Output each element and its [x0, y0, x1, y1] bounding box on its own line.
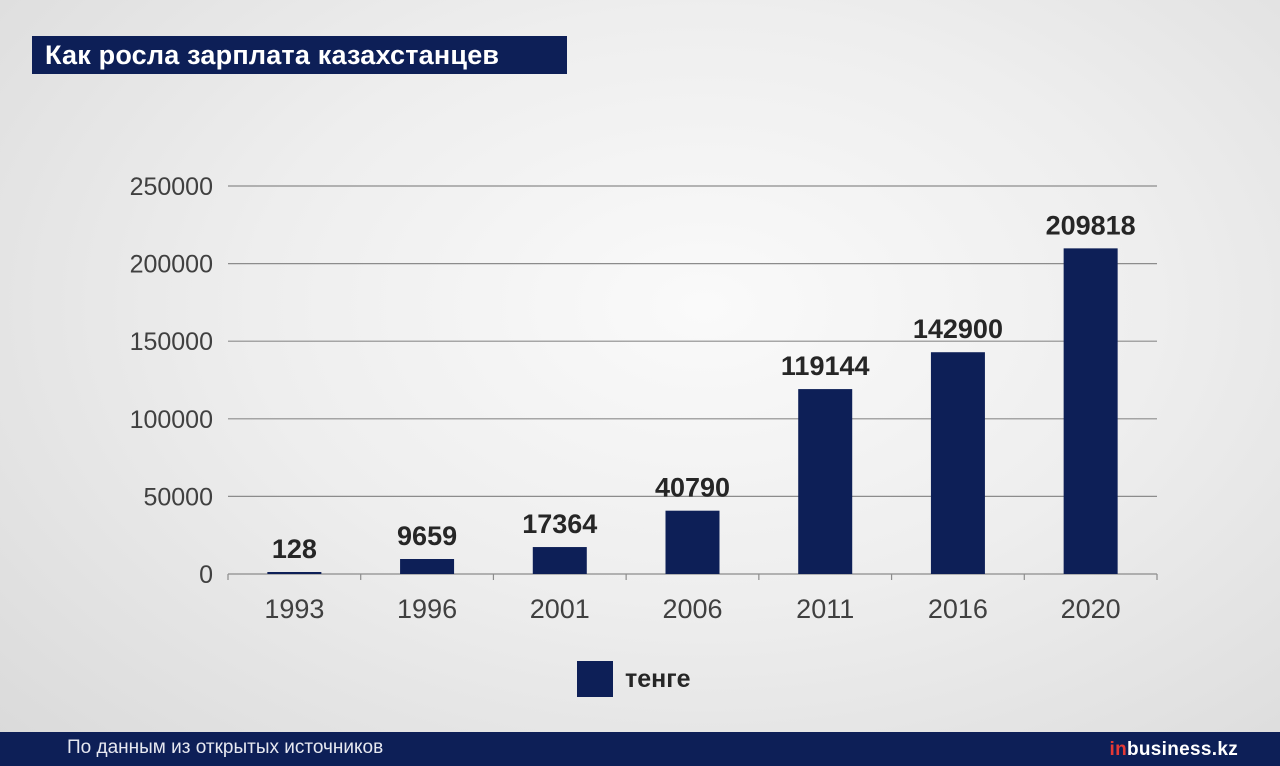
y-tick-label: 200000: [130, 251, 213, 279]
data-label-2016: 142900: [913, 314, 1003, 344]
data-label-1993: 128: [272, 534, 317, 564]
y-tick-label: 100000: [130, 406, 213, 434]
y-tick-label: 50000: [143, 483, 213, 511]
data-label-1996: 9659: [397, 521, 457, 551]
brand-main: business.kz: [1126, 739, 1238, 760]
brand-logo[interactable]: inbusiness.kz: [1109, 739, 1238, 761]
bar-chart: 0 50000 100000 150000 200000 250000 128 9659 17…: [130, 173, 1158, 624]
footer-bar: По данным из открытых источников inbusin…: [0, 732, 1280, 766]
brand-prefix: in: [1109, 739, 1127, 760]
data-label-2011: 119144: [781, 351, 870, 381]
data-label-2001: 17364: [522, 509, 597, 539]
x-tick-label-1993: 1993: [264, 594, 324, 624]
x-tick-label-2020: 2020: [1061, 594, 1121, 624]
y-tick-label: 150000: [130, 328, 213, 356]
y-axis-ticks: 0 50000 100000 150000 200000 250000: [130, 173, 213, 589]
legend-label: тенге: [625, 664, 691, 693]
bar-2011: [798, 389, 853, 574]
x-tick-label-2011: 2011: [796, 594, 854, 624]
x-tick-label-1996: 1996: [397, 594, 457, 624]
data-label-2020: 209818: [1046, 210, 1136, 240]
legend-swatch: [577, 661, 613, 697]
x-tick-label-2016: 2016: [928, 594, 988, 624]
data-labels: 128 9659 17364 40790 119144 142900 209818: [272, 210, 1136, 564]
y-tick-label: 0: [199, 561, 213, 589]
y-tick-label: 250000: [130, 173, 213, 201]
x-tick-label-2001: 2001: [530, 594, 590, 624]
bar-1996: [400, 559, 455, 574]
bar-2006: [665, 510, 720, 574]
data-label-2006: 40790: [655, 473, 730, 503]
source-note: По данным из открытых источников: [67, 737, 384, 758]
x-axis-ticks: 1993 1996 2001 2006 2011 2016 2020: [264, 594, 1120, 624]
bar-1993: [267, 572, 322, 574]
legend: тенге: [577, 661, 691, 697]
bars: [267, 248, 1118, 574]
bar-2020: [1063, 248, 1118, 574]
chart-title: Как росла зарплата казахстанцев: [32, 36, 567, 74]
bar-2016: [930, 352, 985, 574]
bar-2001: [532, 547, 587, 574]
x-tick-label-2006: 2006: [662, 594, 722, 624]
